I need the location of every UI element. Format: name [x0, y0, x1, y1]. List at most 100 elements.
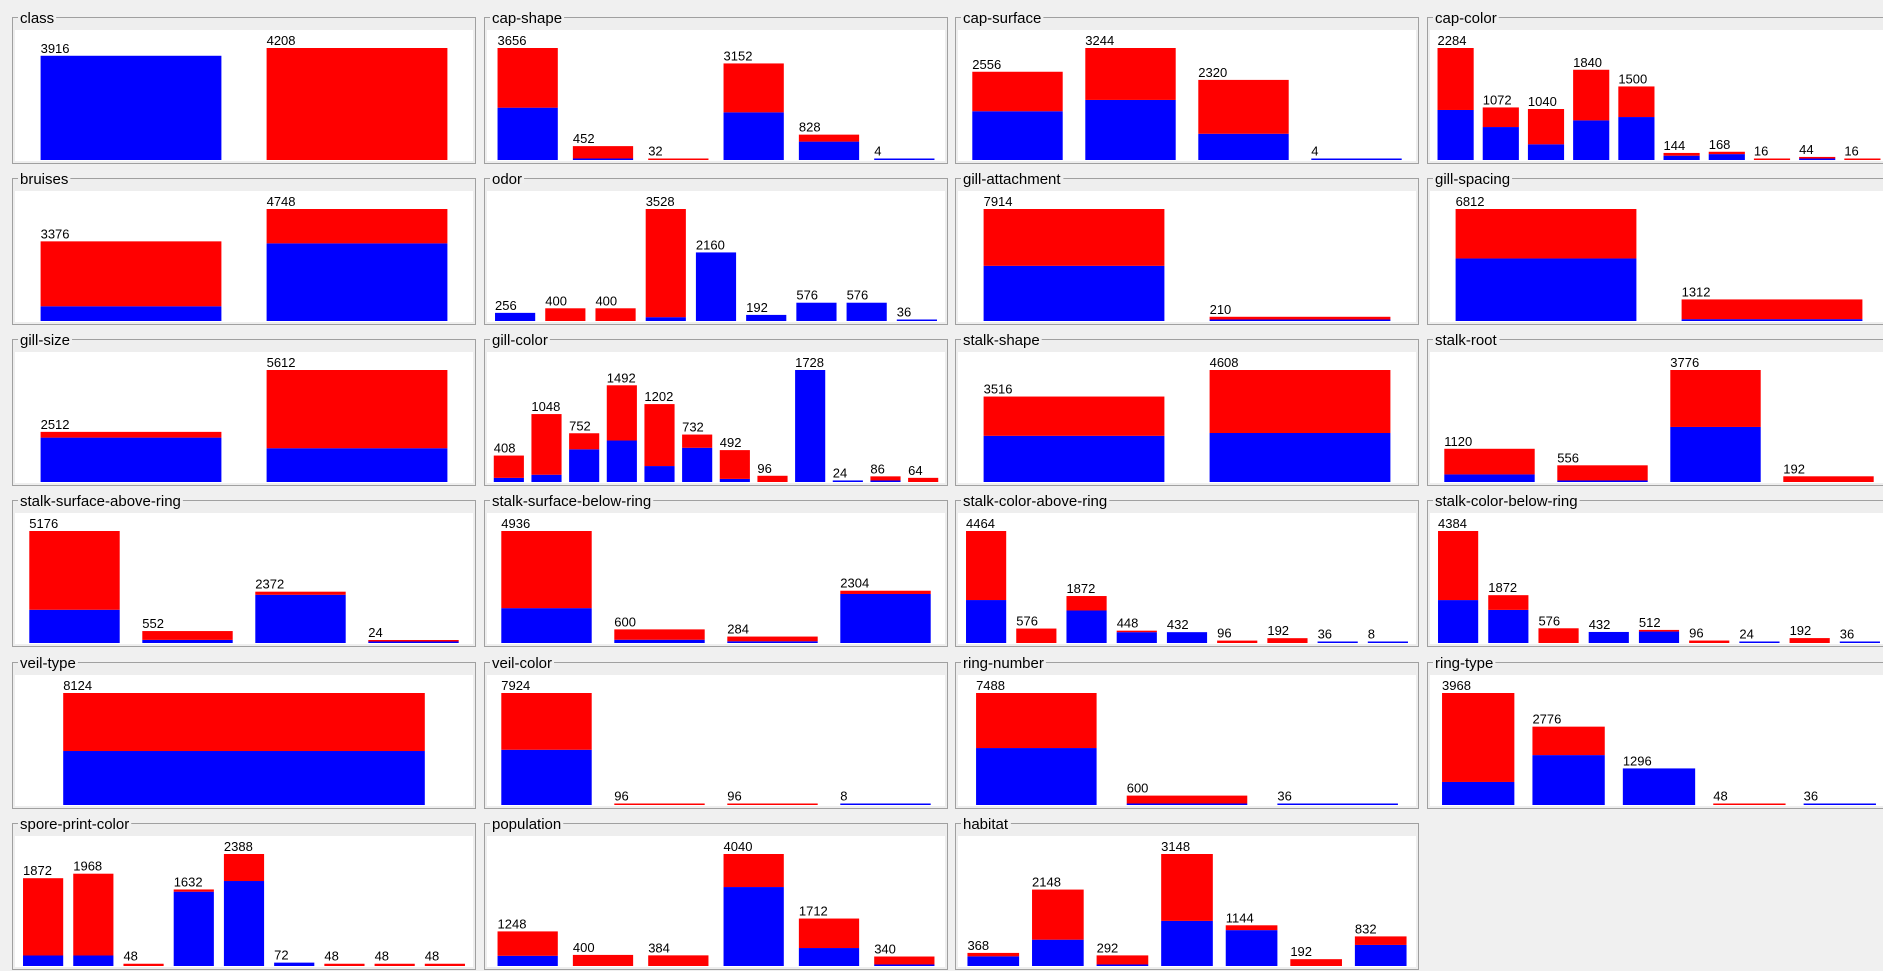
- panel-plot-area: [958, 513, 1416, 644]
- bar-segment-blue: [497, 955, 558, 966]
- bar-segment-red: [493, 455, 524, 478]
- bar-segment-blue: [23, 955, 64, 966]
- panel-title: cap-shape: [492, 10, 562, 27]
- bar-segment-red: [870, 476, 901, 481]
- panel-title: ring-type: [1435, 655, 1493, 672]
- bar-count-label: 1968: [73, 859, 102, 874]
- bar-segment-blue: [368, 641, 459, 643]
- bar-segment-blue: [606, 440, 637, 482]
- bar-count-label: 1120: [1444, 434, 1472, 449]
- panel-title: spore-print-color: [20, 816, 129, 833]
- bar-segment-blue: [972, 111, 1063, 160]
- bar-segment-blue: [840, 803, 931, 805]
- bar-segment-blue: [274, 962, 315, 966]
- bar-segment-blue: [1032, 939, 1084, 966]
- bar-segment-blue: [1803, 803, 1876, 805]
- bar-count-label: 192: [1267, 623, 1289, 638]
- bar-count-label: 86: [870, 461, 884, 476]
- bar-segment-red: [1482, 107, 1519, 128]
- bar-segment-red: [1527, 109, 1565, 145]
- bar-count-label: 1500: [1618, 71, 1647, 86]
- bar-segment-blue: [1444, 474, 1535, 482]
- panel-title-bg: [490, 10, 565, 22]
- bar-segment-red: [1538, 628, 1579, 643]
- bar-segment-blue: [870, 480, 901, 482]
- bar-segment-blue: [1277, 803, 1398, 805]
- bar-segment-red: [569, 433, 600, 450]
- bar-count-label: 96: [1689, 626, 1703, 641]
- panel-title: stalk-root: [1435, 332, 1498, 349]
- bar-count-label: 1872: [23, 863, 52, 878]
- bar-count-label: 3516: [984, 382, 1013, 397]
- bar-segment-red: [572, 146, 634, 159]
- bar-segment-blue: [40, 437, 222, 482]
- bar-segment-blue: [495, 312, 536, 321]
- bar-segment-blue: [1799, 158, 1836, 160]
- attribute-panel: gill-spacing 6812 1312: [1427, 171, 1883, 325]
- bar-segment-blue: [255, 594, 346, 643]
- bar-segment-blue: [644, 466, 675, 482]
- bar-count-label: 96: [1217, 626, 1231, 641]
- bar-segment-blue: [1085, 99, 1176, 160]
- panel-title: stalk-color-above-ring: [963, 493, 1107, 510]
- bar-segment-red: [1085, 48, 1176, 100]
- attribute-panel: population 1248 400 384 4040 1712 340: [484, 816, 948, 970]
- attribute-panel: stalk-root 1120 556 3776 192: [1427, 332, 1883, 486]
- bar-segment-red: [1016, 628, 1057, 643]
- panel-title-bg: [961, 171, 1064, 183]
- bar-count-label: 448: [1117, 616, 1139, 631]
- bar-count-label: 400: [595, 293, 617, 308]
- bar-count-label: 828: [799, 120, 821, 135]
- bar-segment-red: [266, 370, 448, 449]
- bar-count-label: 1072: [1483, 92, 1512, 107]
- bar-segment-blue: [40, 55, 222, 160]
- panel-title: gill-size: [20, 332, 70, 349]
- bar-segment-red: [501, 531, 592, 609]
- attribute-panel: stalk-color-below-ring 4384 1872 576 432 512 9…: [1427, 493, 1883, 647]
- bar-count-label: 6812: [1456, 194, 1485, 209]
- bar-count-label: 192: [1783, 461, 1805, 476]
- panel-title-bg: [961, 10, 1044, 22]
- bar-segment-red: [595, 308, 636, 321]
- bar-count-label: 1144: [1226, 910, 1254, 925]
- bar-segment-blue: [682, 447, 713, 482]
- bar-segment-blue: [1066, 610, 1107, 643]
- bar-segment-red: [644, 404, 675, 467]
- attribute-panel: odor 256 400 400 3528 2160 192 576 576 36: [484, 171, 948, 325]
- bar-count-label: 36: [1318, 627, 1332, 642]
- bar-segment-blue: [1367, 641, 1408, 643]
- bar-segment-red: [614, 803, 705, 805]
- bar-segment-red: [497, 48, 558, 108]
- bar-segment-blue: [1166, 632, 1208, 643]
- bar-count-label: 36: [1277, 789, 1291, 804]
- bar-segment-blue: [1437, 109, 1474, 160]
- bar-segment-red: [1753, 158, 1791, 160]
- bar-segment-red: [976, 693, 1097, 749]
- panel-plot-area: [487, 836, 945, 967]
- bar-segment-red: [1663, 152, 1700, 156]
- bar-segment-red: [1066, 596, 1107, 611]
- bar-segment-blue: [1622, 768, 1696, 805]
- bar-count-label: 192: [1290, 944, 1312, 959]
- bar-segment-blue: [142, 639, 233, 643]
- bar-count-label: 1840: [1573, 55, 1602, 70]
- bar-count-label: 64: [908, 463, 922, 478]
- panel-title-bg: [18, 816, 132, 828]
- panel-title-bg: [490, 332, 550, 344]
- bar-count-label: 48: [1713, 789, 1727, 804]
- panel-title: cap-surface: [963, 10, 1041, 27]
- bar-count-label: 1048: [531, 399, 560, 414]
- bar-segment-blue: [1839, 641, 1880, 643]
- attribute-panel: bruises 3376 4748: [12, 171, 476, 325]
- bar-segment-blue: [266, 448, 448, 482]
- bar-segment-red: [255, 591, 346, 595]
- bar-segment-red: [374, 963, 415, 966]
- bar-segment-blue: [1681, 319, 1863, 321]
- bar-segment-red: [1689, 640, 1730, 643]
- attribute-panel: cap-shape 3656 452 32 3152 828 4: [484, 10, 948, 164]
- bar-segment-red: [1789, 638, 1830, 643]
- bar-count-label: 5612: [267, 355, 296, 370]
- bar-segment-blue: [1557, 480, 1648, 482]
- bar-count-label: 168: [1709, 137, 1731, 152]
- bar-count-label: 16: [1754, 144, 1768, 159]
